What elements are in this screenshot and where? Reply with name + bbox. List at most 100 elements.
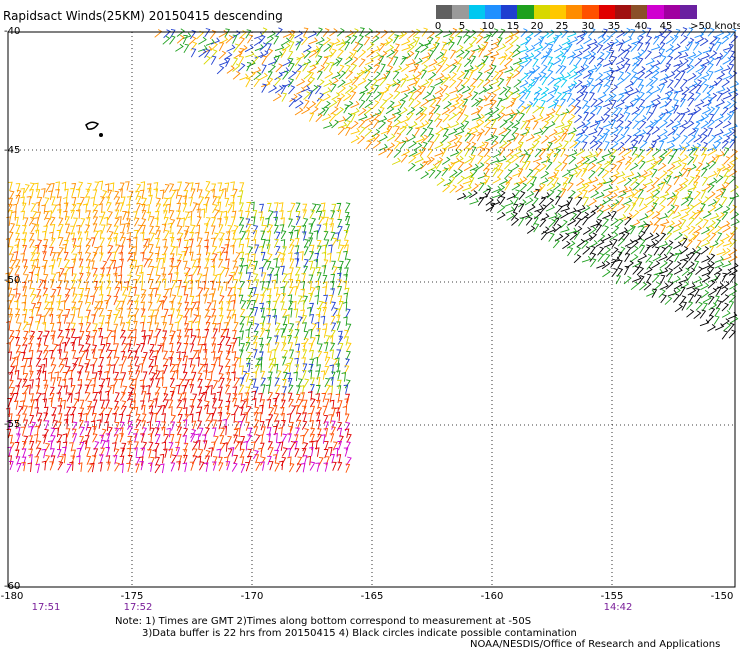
wind-barb	[548, 129, 558, 137]
wind-barb	[12, 365, 18, 375]
wind-barb	[554, 161, 563, 170]
wind-barb	[667, 209, 675, 219]
wind-barb	[64, 216, 70, 226]
wind-barb	[281, 342, 287, 352]
wind-barb	[394, 83, 401, 93]
wind-barb	[548, 136, 558, 144]
wind-barb	[582, 189, 588, 200]
wind-barb	[378, 134, 388, 142]
wind-barb	[268, 414, 274, 424]
wind-barb	[295, 350, 301, 361]
wind-barb	[108, 230, 114, 241]
wind-barb	[121, 223, 126, 233]
wind-barb	[666, 163, 676, 172]
wind-barb	[58, 217, 64, 227]
wind-barb	[716, 86, 726, 93]
wind-barb	[344, 56, 353, 65]
wind-barb	[91, 314, 96, 324]
wind-barb	[560, 108, 570, 116]
wind-barb	[98, 180, 104, 191]
wind-barb	[34, 244, 40, 254]
wind-barb	[588, 226, 597, 235]
wind-barb	[435, 160, 442, 170]
wind-barb	[267, 210, 274, 220]
wind-barb	[175, 447, 181, 457]
wind-barb	[297, 398, 303, 409]
wind-barb	[107, 237, 112, 247]
wind-barb	[203, 55, 211, 65]
colorbar-label: 45	[659, 21, 673, 32]
wind-barb	[218, 50, 227, 60]
wind-barb	[693, 142, 702, 152]
wind-barb	[714, 203, 723, 212]
wind-barb	[154, 442, 160, 453]
wind-barb	[366, 86, 375, 95]
wind-barb	[183, 294, 189, 304]
wind-barb	[603, 35, 611, 44]
wind-barb	[302, 265, 309, 275]
wind-barb	[370, 78, 379, 88]
wind-barb	[693, 310, 702, 320]
wind-barb	[232, 386, 238, 396]
wind-barb	[287, 378, 293, 388]
wind-barb	[681, 237, 688, 247]
colorbar-label: 20	[530, 21, 544, 32]
wind-barb	[195, 224, 201, 235]
wind-barb	[708, 287, 717, 296]
wind-barb	[101, 260, 108, 270]
wind-barb	[104, 421, 109, 431]
wind-barb	[651, 60, 661, 68]
wind-barb	[531, 176, 537, 186]
wind-barb	[177, 181, 183, 191]
wind-barb	[287, 78, 295, 88]
wind-barb	[308, 328, 313, 339]
wind-barb	[245, 50, 255, 58]
wind-barb	[139, 189, 145, 200]
wind-barb	[92, 223, 98, 233]
wind-barb	[450, 49, 457, 59]
wind-barb	[327, 392, 333, 403]
wind-barb	[658, 112, 666, 122]
wind-barb	[729, 262, 739, 271]
wind-barb	[85, 392, 91, 402]
wind-barb	[237, 63, 246, 72]
wind-barb	[280, 253, 286, 263]
wind-barb	[496, 97, 503, 107]
wind-barb	[115, 244, 121, 254]
wind-barb	[105, 377, 111, 388]
wind-barb	[489, 92, 497, 102]
wind-barb	[320, 434, 326, 444]
wind-barb	[695, 115, 705, 123]
wind-barb	[316, 272, 322, 282]
wind-barb	[21, 301, 27, 312]
wind-barb	[687, 197, 694, 207]
wind-barb	[568, 190, 576, 199]
wind-barb	[315, 370, 320, 380]
wind-barb	[483, 31, 493, 39]
wind-barb	[555, 50, 564, 59]
wind-barb	[729, 238, 737, 248]
note-line-1: Note: 1) Times are GMT 2)Times along bot…	[115, 616, 532, 627]
wind-barb	[168, 342, 174, 353]
wind-barb	[234, 421, 240, 431]
wind-barb	[716, 163, 726, 172]
wind-barb	[651, 65, 660, 75]
wind-barb	[660, 190, 670, 199]
wind-barb	[301, 273, 306, 283]
wind-barb	[610, 127, 619, 136]
wind-barb	[379, 39, 390, 46]
wind-barb	[71, 449, 77, 459]
wind-barb	[345, 463, 351, 473]
wind-barb	[653, 216, 661, 226]
wind-barb	[700, 282, 710, 291]
wind-barb	[244, 398, 249, 408]
wind-barb	[216, 322, 221, 333]
wind-barb	[603, 177, 613, 185]
wind-barb	[527, 79, 536, 88]
wind-barb	[373, 71, 381, 81]
wind-barb	[85, 188, 91, 198]
wind-barb	[435, 118, 443, 128]
wind-barb	[129, 265, 135, 275]
wind-barb	[504, 128, 512, 138]
wind-barb	[324, 70, 334, 79]
